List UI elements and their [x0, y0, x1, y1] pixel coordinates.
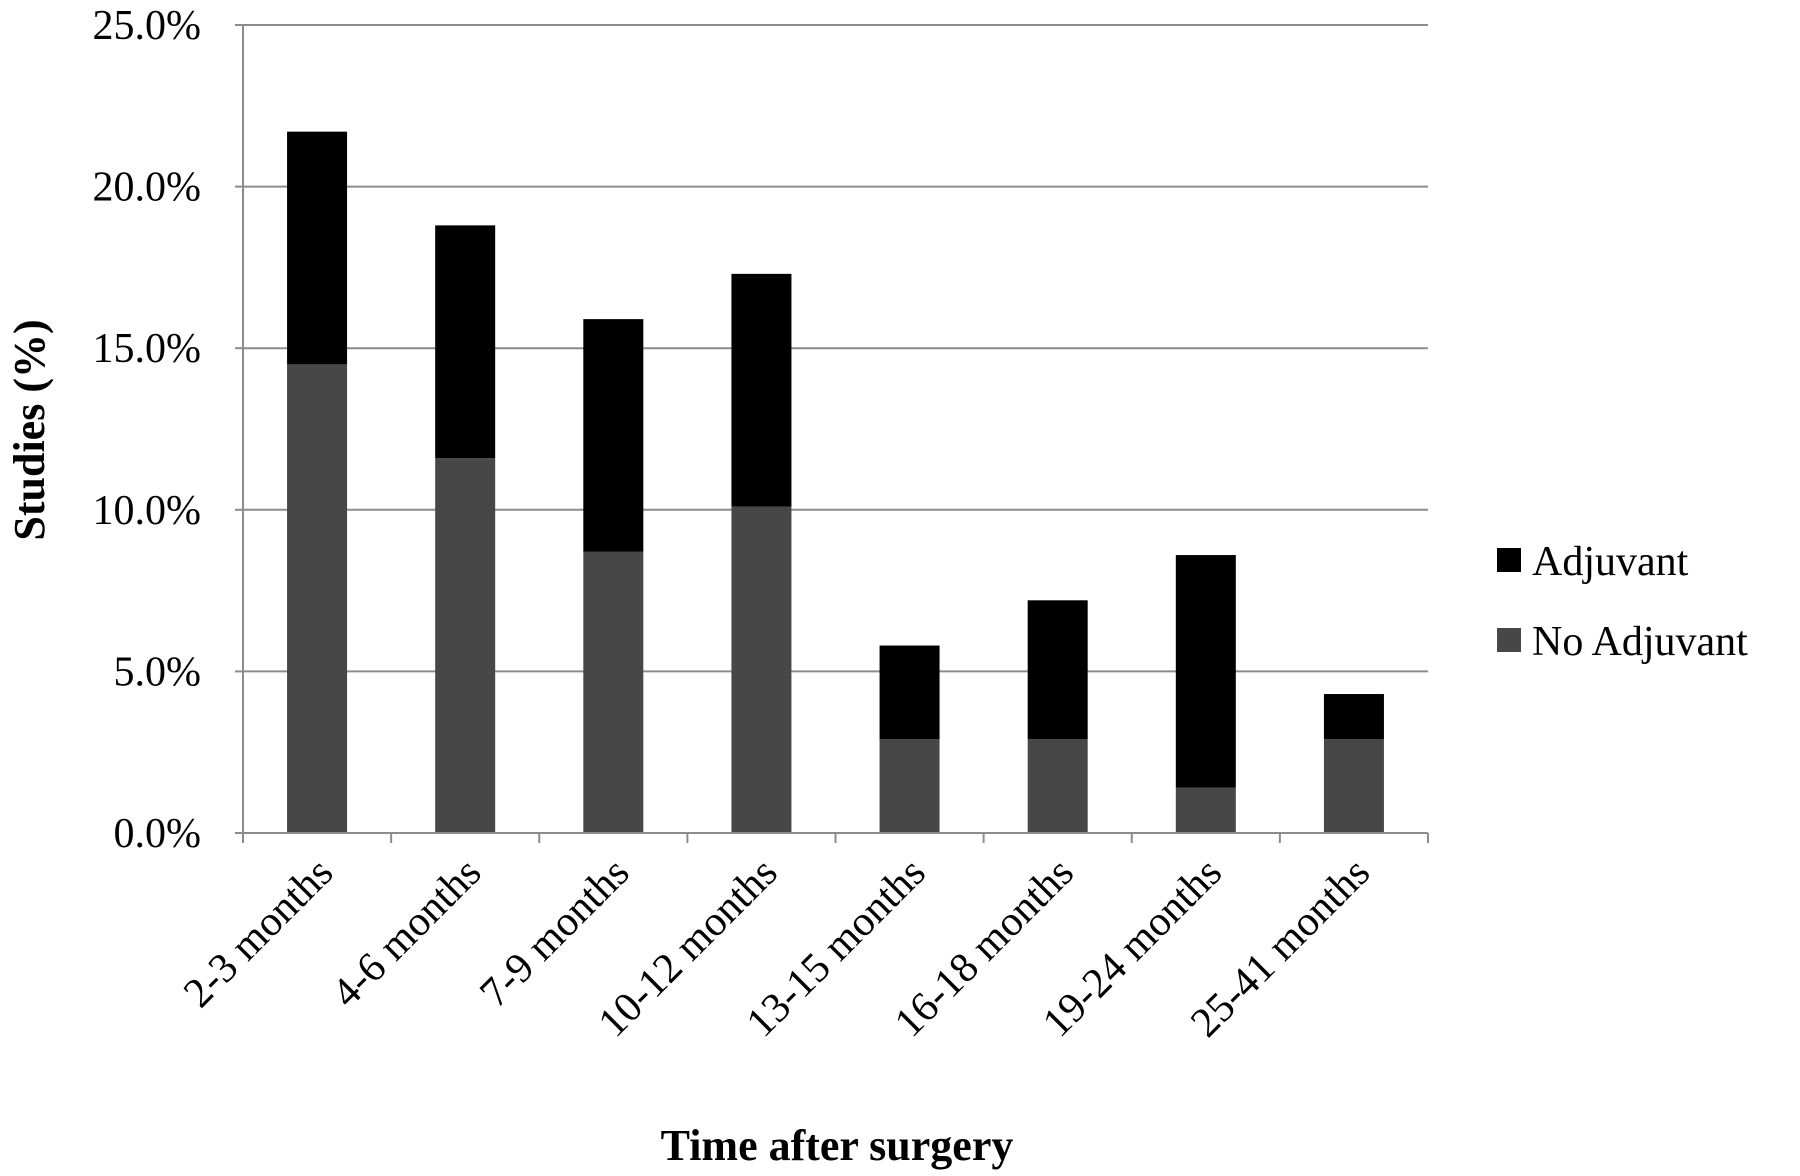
bar-adjuvant — [1175, 555, 1236, 788]
y-tick-label: 0.0% — [114, 811, 202, 857]
y-axis-title: Studies (%) — [5, 319, 54, 540]
x-axis-title: Time after surgery — [661, 1121, 1014, 1170]
bars — [287, 131, 1384, 833]
bar-adjuvant — [1323, 694, 1384, 740]
legend-label: Adjuvant — [1532, 539, 1689, 585]
bar-adjuvant — [879, 645, 940, 740]
legend-label: No Adjuvant — [1532, 619, 1748, 665]
bar-no-adjuvant — [1027, 739, 1088, 833]
legend-swatch — [1497, 628, 1521, 652]
y-tick-label: 15.0% — [93, 326, 202, 372]
bar-no-adjuvant — [879, 739, 940, 833]
bar-adjuvant — [1027, 600, 1088, 740]
bar-adjuvant — [583, 319, 644, 552]
x-tick-label: 4-6 months — [323, 850, 490, 1017]
bar-adjuvant — [435, 225, 496, 459]
bar-no-adjuvant — [1175, 787, 1236, 833]
bar-no-adjuvant — [1323, 739, 1384, 833]
bar-no-adjuvant — [287, 364, 348, 833]
y-tick-label: 10.0% — [93, 488, 202, 534]
bar-adjuvant — [731, 273, 792, 507]
y-tick-label: 25.0% — [93, 3, 202, 49]
legend: Adjuvant No Adjuvant — [1497, 539, 1748, 665]
bar-no-adjuvant — [731, 506, 792, 833]
axes — [235, 24, 1429, 843]
y-tick-labels: 0.0% 5.0% 10.0% 15.0% 20.0% 25.0% — [93, 3, 202, 857]
bar-no-adjuvant — [583, 551, 644, 833]
legend-swatch — [1497, 548, 1521, 572]
x-tick-label: 2-3 months — [175, 850, 342, 1017]
y-tick-label: 5.0% — [114, 649, 202, 695]
y-tick-label: 20.0% — [93, 165, 202, 211]
gridlines — [243, 24, 1428, 673]
bar-adjuvant — [287, 131, 348, 365]
bar-no-adjuvant — [435, 458, 496, 833]
